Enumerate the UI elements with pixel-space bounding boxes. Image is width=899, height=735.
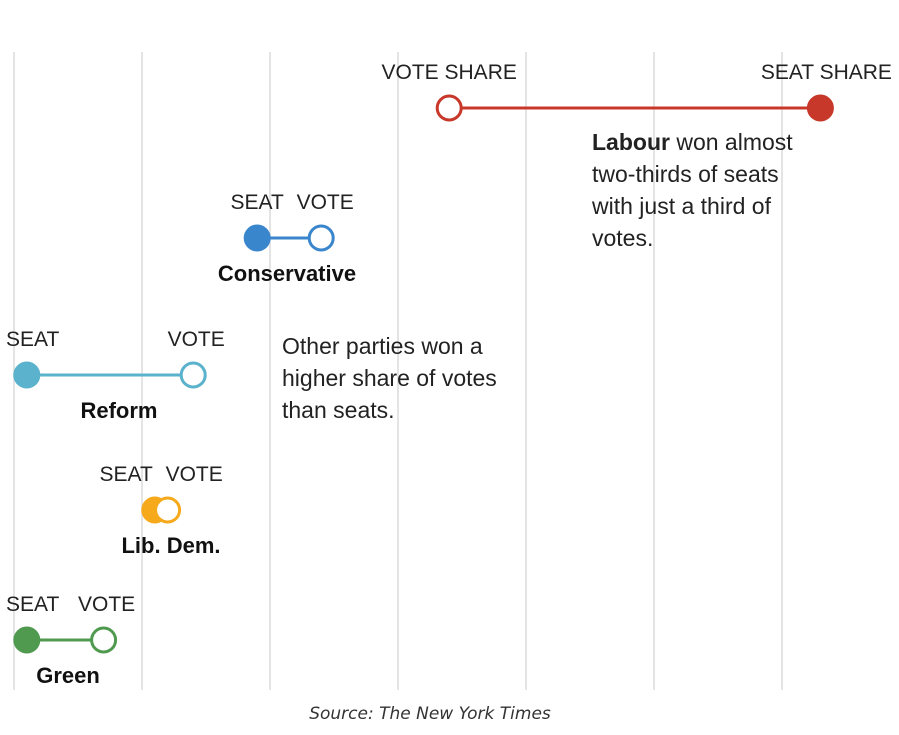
party-name: Conservative [218,261,356,286]
svg-text:Labour won almost: Labour won almost [592,129,793,155]
labour-annotation-line-4: votes. [592,225,653,251]
vote-label: VOTE [166,463,223,486]
dumbbells: SEAT SHARE VOTE SHARE SEAT VOTE Conservative… [6,61,892,688]
dumbbell-lib-dem: SEAT VOTE Lib. Dem. [100,463,223,558]
seat-share-point [806,94,834,122]
vote-share-point [435,94,463,122]
vote-share-point [154,496,182,524]
party-name: Lib. Dem. [121,533,220,558]
seat-label: SEAT [100,463,153,486]
dumbbell-conservative: SEAT VOTE Conservative [218,191,356,286]
labour-annotation: Labour won almost two-thirds of seats wi… [591,129,793,251]
dumbbell-labour: SEAT SHARE VOTE SHARE [382,61,892,122]
labour-annotation-line-1: won almost [670,129,793,155]
vote-share-point [307,224,335,252]
other-parties-line-2: higher share of votes [282,365,497,391]
seat-share-point [13,361,41,389]
other-parties-line-3: than seats. [282,397,395,423]
dumbbell-reform: SEAT VOTE Reform [6,328,225,423]
seat-label: SEAT SHARE [761,61,892,84]
seat-label: SEAT [6,593,59,616]
dumbbell-green: SEAT VOTE Green [6,593,135,688]
labour-annotation-line-2: two-thirds of seats [592,161,779,187]
labour-annotation-line-3: with just a third of [591,193,772,219]
seat-share-point [243,224,271,252]
vote-share-point [179,361,207,389]
vote-label: VOTE [297,191,354,214]
other-parties-annotation: Other parties won a higher share of vote… [282,333,497,423]
gridlines [13,52,783,690]
other-parties-line-1: Other parties won a [282,333,483,359]
seat-share-point [13,626,41,654]
labour-annotation-bold: Labour [592,129,670,155]
seat-label: SEAT [6,328,59,351]
vote-label: VOTE [78,593,135,616]
vote-label: VOTE [168,328,225,351]
seat-label: SEAT [231,191,284,214]
party-name: Green [36,663,100,688]
vote-share-point [90,626,118,654]
source-note: Source: The New York Times [309,704,551,724]
vote-label: VOTE SHARE [382,61,517,84]
party-name: Reform [80,398,157,423]
